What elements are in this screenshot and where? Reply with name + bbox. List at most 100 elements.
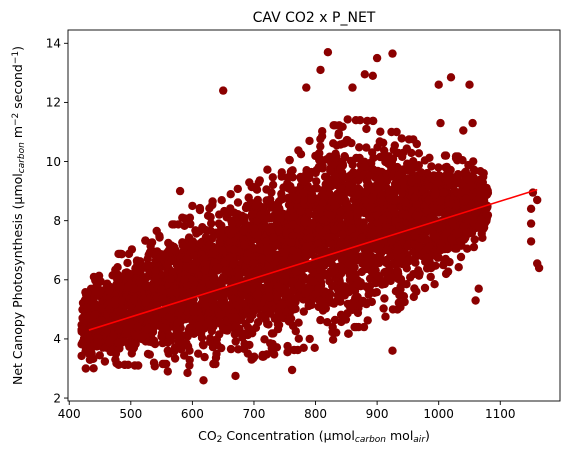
- scatter-point: [397, 134, 406, 143]
- scatter-point: [412, 139, 421, 149]
- scatter-point: [402, 280, 411, 289]
- scatter-point: [348, 251, 357, 260]
- scatter-series: [77, 48, 544, 385]
- scatter-point: [82, 290, 91, 299]
- scatter-point: [329, 139, 338, 148]
- scatter-point: [219, 324, 228, 333]
- scatter-point: [350, 263, 359, 272]
- chart-title: CAV CO2 x P_NET: [253, 10, 376, 26]
- scatter-point: [262, 350, 271, 359]
- x-tick-label: 500: [119, 407, 142, 421]
- scatter-point: [240, 339, 249, 348]
- scatter-point: [348, 160, 357, 169]
- scatter-point: [221, 266, 230, 275]
- scatter-point: [250, 224, 259, 233]
- scatter-point: [406, 164, 415, 174]
- scatter-point: [252, 200, 261, 210]
- scatter-point: [231, 337, 240, 346]
- scatter-point: [78, 338, 87, 347]
- scatter-point: [123, 258, 132, 268]
- axis-label-part: ): [10, 46, 25, 51]
- scatter-point: [380, 268, 389, 277]
- scatter-point: [440, 151, 450, 160]
- scatter-point: [97, 316, 106, 325]
- scatter-point: [100, 357, 110, 366]
- scatter-point: [464, 175, 473, 184]
- scatter-point: [288, 166, 297, 175]
- scatter-point: [94, 271, 104, 280]
- scatter-point: [344, 329, 353, 338]
- scatter-point: [354, 322, 363, 332]
- scatter-point: [239, 226, 249, 236]
- scatter-point: [441, 229, 451, 239]
- scatter-point: [326, 166, 335, 176]
- scatter-point: [262, 237, 271, 246]
- axis-label-part: carbon: [355, 435, 386, 445]
- scatter-point: [381, 312, 390, 321]
- scatter-point: [424, 195, 433, 205]
- scatter-point: [301, 248, 311, 258]
- axes-frame: [67, 29, 561, 402]
- scatter-point: [422, 253, 431, 262]
- scatter-point: [460, 235, 469, 244]
- x-tick-label: 600: [181, 407, 204, 421]
- scatter-outlier-point: [129, 343, 139, 352]
- fit-line: [88, 188, 538, 331]
- scatter-point: [430, 280, 439, 289]
- scatter-point: [212, 263, 222, 272]
- scatter-point: [292, 252, 301, 262]
- scatter-point: [184, 329, 193, 339]
- scatter-point: [263, 165, 272, 174]
- y-tick-label: 2: [53, 391, 61, 405]
- scatter-point: [376, 127, 385, 136]
- scatter-point: [141, 298, 150, 307]
- scatter-point: [240, 213, 250, 222]
- y-tick-label: 6: [53, 273, 61, 287]
- scatter-point: [361, 195, 370, 205]
- x-tick-label: 1000: [423, 407, 454, 421]
- scatter-point: [318, 198, 327, 207]
- scatter-point: [210, 243, 219, 253]
- axis-label-part: −1: [11, 51, 21, 64]
- scatter-point: [216, 229, 225, 239]
- scatter-point: [206, 212, 215, 222]
- scatter-point: [376, 175, 385, 184]
- scatter-point: [166, 274, 175, 284]
- scatter-point: [233, 184, 242, 194]
- scatter-point: [127, 304, 136, 313]
- scatter-point: [316, 142, 325, 151]
- scatter-point: [318, 228, 327, 237]
- scatter-outlier-point: [82, 303, 92, 313]
- scatter-point: [89, 364, 98, 373]
- scatter-point: [331, 176, 340, 185]
- scatter-point: [433, 178, 443, 187]
- scatter-point: [312, 184, 322, 193]
- scatter-point: [143, 325, 152, 334]
- y-tick-label: 10: [46, 155, 61, 169]
- scatter-point: [253, 318, 263, 327]
- scatter-point: [180, 221, 189, 230]
- scatter-point: [77, 325, 86, 334]
- scatter-point: [459, 222, 469, 231]
- scatter-point: [425, 153, 434, 162]
- y-tick-label: 8: [53, 214, 61, 228]
- scatter-point: [152, 226, 161, 236]
- scatter-point: [420, 283, 430, 293]
- scatter-point: [296, 206, 305, 216]
- scatter-point: [477, 197, 486, 206]
- scatter-point: [160, 359, 169, 369]
- scatter-point: [441, 254, 450, 264]
- scatter-point: [437, 222, 446, 231]
- scatter-point: [201, 233, 211, 242]
- scatter-point: [362, 143, 371, 152]
- scatter-point: [299, 343, 308, 352]
- scatter-point: [352, 153, 361, 163]
- scatter-point: [424, 242, 434, 251]
- scatter-point: [430, 190, 440, 199]
- scatter-outlier-point: [84, 314, 94, 323]
- scatter-point: [185, 213, 195, 222]
- scatter-point: [287, 238, 296, 247]
- scatter-point: [127, 245, 137, 254]
- scatter-point: [159, 251, 169, 260]
- scatter-outlier-point: [111, 355, 120, 364]
